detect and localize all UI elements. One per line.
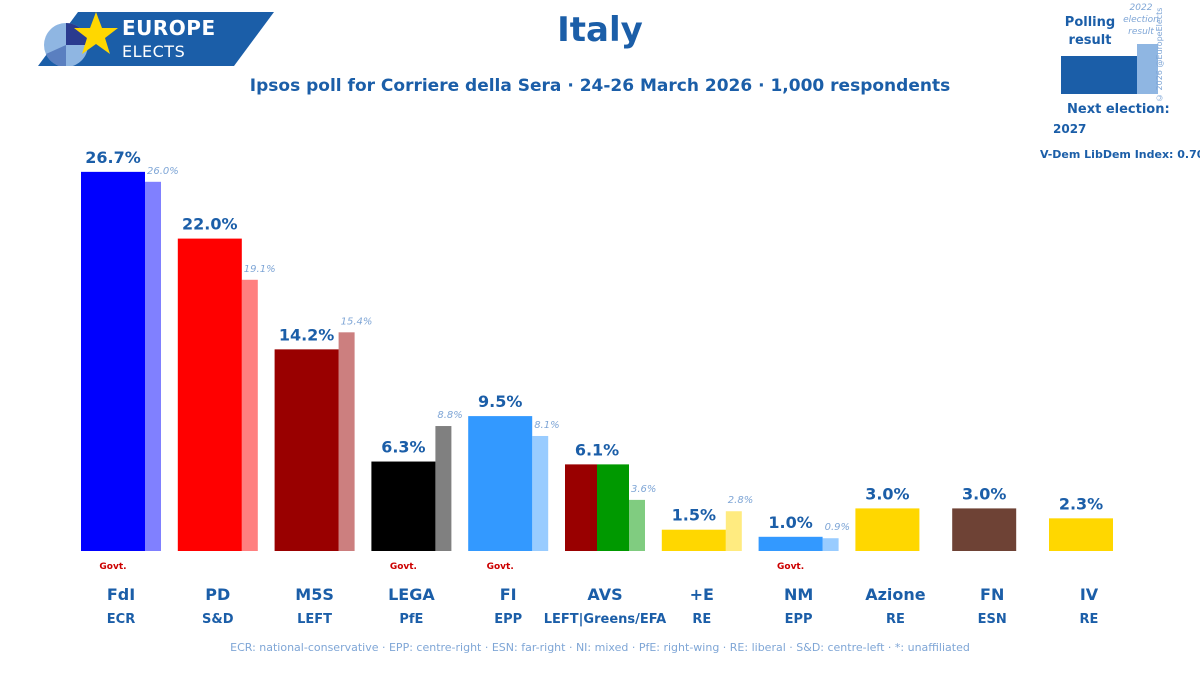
group-label-pd: S&D bbox=[202, 612, 234, 627]
tick-label-nm: NM bbox=[784, 585, 813, 604]
bar-iv bbox=[1049, 518, 1113, 551]
bar-fi bbox=[468, 416, 533, 551]
chart-subtitle: Ipsos poll for Corriere della Sera · 24-… bbox=[249, 76, 951, 96]
prev-bar-avs bbox=[629, 499, 645, 551]
value-label-iv: 2.3% bbox=[1059, 494, 1103, 513]
tick-label-pd: PD bbox=[205, 585, 230, 604]
group-label-lega: PfE bbox=[399, 612, 423, 627]
value-label-nm: 1.0% bbox=[768, 513, 812, 532]
prev-label-pd: 19.1% bbox=[244, 264, 276, 275]
tick-label-lega: LEGA bbox=[388, 585, 435, 604]
bar-nm bbox=[758, 536, 823, 551]
tick-label-fi: FI bbox=[500, 585, 517, 604]
prev-label-lega: 8.8% bbox=[437, 410, 462, 421]
bar-pd bbox=[177, 238, 242, 551]
prev-bar-pd bbox=[241, 279, 258, 551]
value-label-pd: 22.0% bbox=[182, 215, 238, 234]
govt-label-fdi: Govt. bbox=[99, 562, 126, 572]
legend-previous-label: 2022 election result bbox=[1123, 3, 1159, 37]
value-label-azione: 3.0% bbox=[865, 484, 909, 503]
prev-bar-lega bbox=[435, 426, 452, 551]
bar-m5s bbox=[274, 349, 339, 551]
value-label-m5s: 14.2% bbox=[279, 325, 335, 344]
bar-azione bbox=[855, 508, 920, 551]
govt-label-lega: Govt. bbox=[390, 562, 417, 572]
bar-avs-part2 bbox=[597, 464, 629, 551]
tick-label-fdi: FdI bbox=[107, 585, 135, 604]
bar-avs-part1 bbox=[565, 464, 597, 551]
bar-lega bbox=[371, 461, 436, 551]
group-label-fdi: ECR bbox=[107, 612, 135, 627]
govt-label-nm: Govt. bbox=[777, 562, 804, 572]
tick-label-e: +E bbox=[690, 585, 714, 604]
tick-label-m5s: M5S bbox=[295, 585, 334, 604]
bar-fdi bbox=[81, 171, 145, 552]
tick-label-fn: FN bbox=[980, 585, 1004, 604]
logo-text-elects: ELECTS bbox=[122, 42, 186, 61]
vdem-index: V-Dem LibDem Index: 0.70 bbox=[1040, 148, 1200, 161]
next-election-year: 2027 bbox=[1053, 122, 1087, 136]
prev-label-fi: 8.1% bbox=[534, 420, 559, 431]
prev-bar-nm bbox=[822, 538, 839, 551]
group-label-iv: RE bbox=[1080, 612, 1099, 627]
value-label-fi: 9.5% bbox=[478, 392, 522, 411]
value-label-e: 1.5% bbox=[672, 506, 716, 525]
legend-polling-label: Polling result bbox=[1064, 15, 1116, 48]
legend-polling-swatch bbox=[1061, 56, 1137, 94]
prev-bar-fi bbox=[532, 435, 549, 551]
bar-fn bbox=[952, 508, 1017, 551]
legend-previous-swatch bbox=[1137, 44, 1158, 94]
group-label-fi: EPP bbox=[494, 612, 522, 627]
group-label-avs: LEFT|Greens/EFA bbox=[544, 612, 666, 627]
prev-bar-m5s bbox=[338, 332, 355, 551]
logo-text-europe: EUROPE bbox=[122, 16, 216, 40]
prev-label-fdi: 26.0% bbox=[147, 166, 179, 177]
prev-label-nm: 0.9% bbox=[825, 522, 850, 533]
group-label-m5s: LEFT bbox=[297, 612, 332, 627]
bar-e bbox=[661, 529, 726, 551]
value-label-fdi: 26.7% bbox=[85, 148, 141, 167]
value-label-avs: 6.1% bbox=[575, 440, 619, 459]
europe-elects-logo bbox=[38, 12, 274, 66]
group-label-fn: ESN bbox=[978, 612, 1007, 627]
value-label-fn: 3.0% bbox=[962, 484, 1006, 503]
group-label-azione: RE bbox=[886, 612, 905, 627]
govt-label-fi: Govt. bbox=[487, 562, 514, 572]
prev-label-e: 2.8% bbox=[728, 495, 753, 506]
group-label-nm: EPP bbox=[785, 612, 813, 627]
tick-label-avs: AVS bbox=[587, 585, 622, 604]
prev-bar-e bbox=[725, 511, 742, 551]
group-label-e: RE bbox=[692, 612, 711, 627]
prev-label-m5s: 15.4% bbox=[341, 316, 373, 327]
tick-label-azione: Azione bbox=[865, 585, 926, 604]
prev-label-avs: 3.6% bbox=[631, 484, 656, 495]
footnote: ECR: national-conservative · EPP: centre… bbox=[230, 641, 970, 654]
tick-label-iv: IV bbox=[1080, 585, 1099, 604]
chart-title: Italy bbox=[557, 10, 643, 50]
next-election-label: Next election: bbox=[1067, 102, 1170, 117]
prev-bar-fdi bbox=[145, 181, 161, 552]
value-label-lega: 6.3% bbox=[381, 438, 425, 457]
